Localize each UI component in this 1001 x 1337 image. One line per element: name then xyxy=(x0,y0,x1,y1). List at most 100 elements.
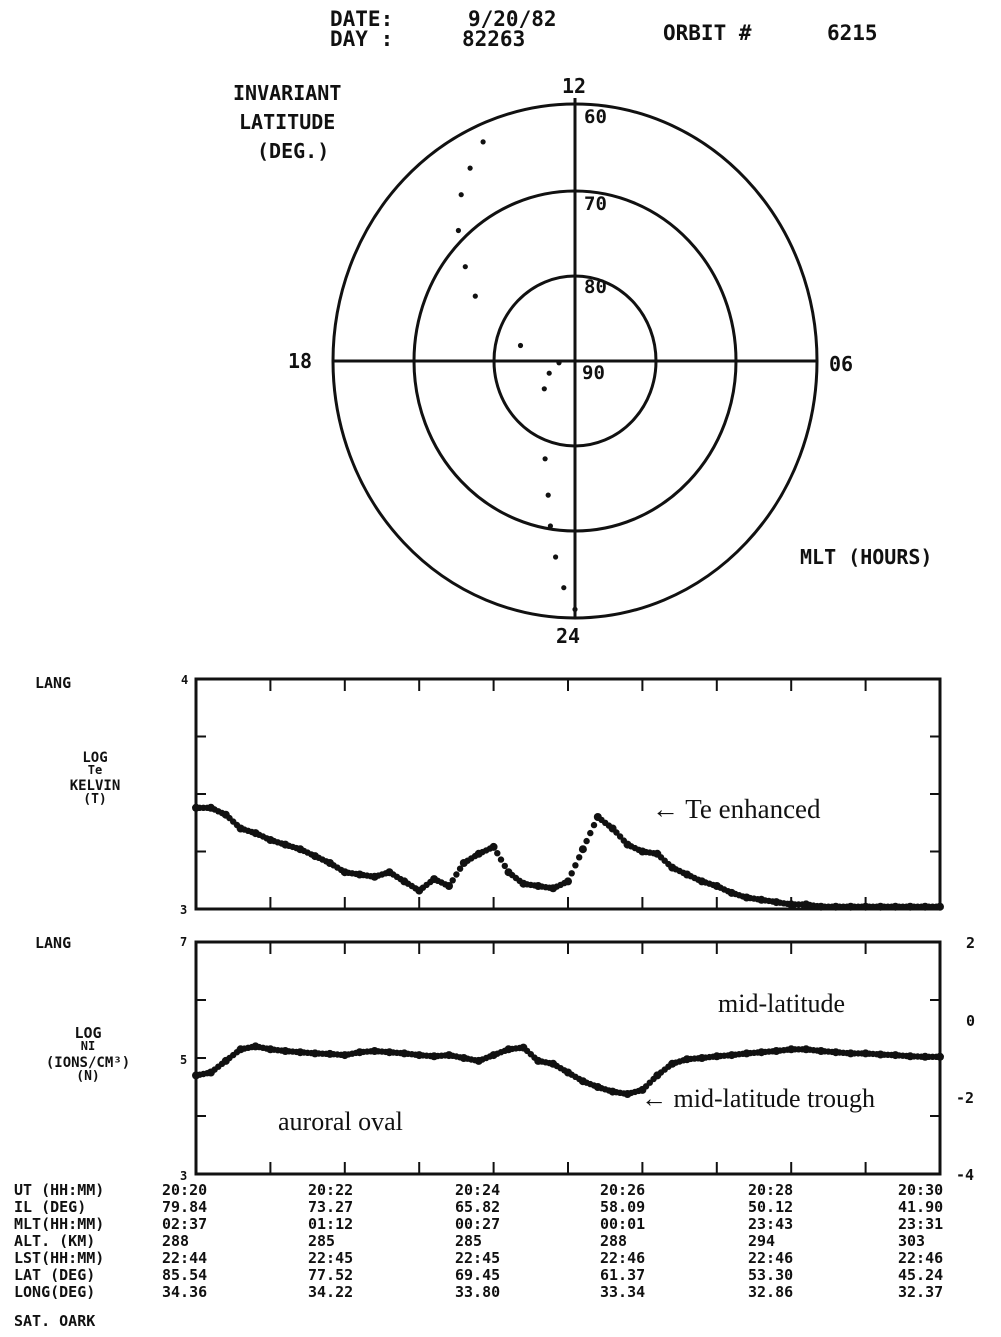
table-cell: 22:45 xyxy=(308,1249,353,1267)
table-cell: 303 xyxy=(898,1232,925,1250)
table-cell: 34.22 xyxy=(308,1283,353,1301)
table-cell: 61.37 xyxy=(600,1266,645,1284)
annotation-trough: ← mid-latitude trough xyxy=(641,1084,875,1113)
polar-track-point xyxy=(517,342,524,349)
polar-track-point xyxy=(541,386,547,392)
ni-ytick-right-neg2: -2 xyxy=(956,1089,974,1107)
day-label: DAY : xyxy=(330,27,393,51)
row-label-ut: UT (HH:MM) xyxy=(14,1181,104,1199)
mlt-axis-label: MLT (HOURS) xyxy=(800,545,932,569)
table-cell: 20:26 xyxy=(600,1181,645,1199)
table-cell: 41.90 xyxy=(898,1198,943,1216)
te-data-point-trace xyxy=(453,871,460,878)
row-label-lst: LST(HH:MM) xyxy=(14,1249,104,1267)
te-data-point-trace xyxy=(590,821,598,829)
te-data-point-trace xyxy=(494,850,501,857)
te-ticks xyxy=(195,678,941,910)
ni-ytick-left-7: 7 xyxy=(180,935,187,949)
polar-track-point xyxy=(572,606,578,613)
table-cell: 20:22 xyxy=(308,1181,353,1199)
ni-plot-frame xyxy=(194,940,942,1176)
ring-label-90: 90 xyxy=(582,362,605,384)
mlt-label-12: 12 xyxy=(562,74,586,98)
day-value: 82263 xyxy=(462,27,525,51)
ni-ytick-right-2: 2 xyxy=(966,934,975,952)
ni-ylabel-line-2: NI xyxy=(81,1039,95,1053)
table-cell: 01:12 xyxy=(308,1215,353,1233)
orbit-value: 6215 xyxy=(827,21,878,45)
ni-ylabel-line-3: (IONS/CM³) xyxy=(46,1055,130,1071)
table-cell: 20:30 xyxy=(898,1181,943,1199)
polar-track-point xyxy=(556,360,562,366)
te-data-point-trace xyxy=(572,862,579,869)
table-cell: 23:43 xyxy=(748,1215,793,1233)
ni-data-point xyxy=(936,1052,944,1061)
table-cell: 20:28 xyxy=(748,1181,793,1199)
table-cell: 85.54 xyxy=(162,1266,207,1284)
table-cell: 22:44 xyxy=(162,1249,207,1267)
row-label-mlt: MLT(HH:MM) xyxy=(14,1215,104,1233)
ni-ylabel-line-4: (N) xyxy=(76,1069,99,1084)
table-cell: 20:24 xyxy=(455,1181,500,1199)
ni-ytick-left-3: 3 xyxy=(180,1169,187,1183)
table-cell: 33.34 xyxy=(600,1283,645,1301)
row-label-alt: ALT. (KM) xyxy=(14,1232,95,1250)
table-cell: 22:46 xyxy=(748,1249,793,1267)
table-cell: 288 xyxy=(600,1232,627,1250)
table-cell: 22:45 xyxy=(455,1249,500,1267)
polar-track-point xyxy=(462,264,468,270)
polar-title-line-1: INVARIANT xyxy=(233,81,341,105)
polar-track-point xyxy=(547,523,554,529)
ni-ytick-left-5: 5 xyxy=(180,1053,187,1067)
te-annotation: ← Te enhanced xyxy=(652,794,821,824)
table-cell: 288 xyxy=(162,1232,189,1250)
te-data-point-trace xyxy=(497,856,505,863)
table-cell: 294 xyxy=(748,1232,775,1250)
polar-track-point xyxy=(542,456,548,462)
table-cell: 58.09 xyxy=(600,1198,645,1216)
polar-track-point xyxy=(561,585,567,591)
te-data-point xyxy=(564,877,572,886)
row-label-il: IL (DEG) xyxy=(14,1198,86,1216)
mlt-label-24: 24 xyxy=(556,624,580,648)
table-cell: 02:37 xyxy=(162,1215,207,1233)
table-footer: SAT. OARK xyxy=(14,1312,95,1330)
te-data-point-trace xyxy=(616,833,624,840)
polar-track-point xyxy=(480,139,486,145)
table-cell: 285 xyxy=(308,1232,335,1250)
polar-plot xyxy=(331,98,819,620)
te-points xyxy=(192,803,944,911)
table-cell: 00:01 xyxy=(600,1215,645,1233)
table-values: 20:20 20:22 20:24 20:26 20:28 20:30 79.84 73.27… xyxy=(162,1181,943,1301)
te-data-point xyxy=(489,842,498,851)
te-plot-frame xyxy=(194,677,942,911)
table-cell: 00:27 xyxy=(455,1215,500,1233)
mlt-label-18: 18 xyxy=(288,349,312,373)
polar-title-line-2: LATITUDE xyxy=(239,110,335,134)
ni-points xyxy=(192,1042,944,1098)
ring-label-60: 60 xyxy=(584,106,607,128)
date-value: 9/20/82 xyxy=(468,7,557,31)
te-ylabel-line-4: (T) xyxy=(83,792,106,807)
te-data-point xyxy=(445,882,453,890)
te-ytick-top: 4 xyxy=(181,673,188,687)
te-ylabel-line-2: Te xyxy=(88,763,102,777)
ni-ytick-right-neg4: -4 xyxy=(956,1166,974,1184)
table-cell: 20:20 xyxy=(162,1181,207,1199)
polar-points xyxy=(455,139,578,613)
date-label: DATE: xyxy=(330,7,393,31)
table-cell: 73.27 xyxy=(308,1198,353,1216)
te-ylabel-line-1: LOG xyxy=(82,750,107,766)
te-data-point xyxy=(936,902,944,911)
table-cell: 32.37 xyxy=(898,1283,943,1301)
table-cell: 32.86 xyxy=(748,1283,793,1301)
data-table: UT (HH:MM) IL (DEG) MLT(HH:MM) ALT. (KM)… xyxy=(14,1181,104,1330)
table-cell: 34.36 xyxy=(162,1283,207,1301)
row-label-long: LONG(DEG) xyxy=(14,1283,95,1301)
ni-source-label: LANG xyxy=(35,934,71,952)
polar-track-point xyxy=(546,370,552,376)
table-cell: 22:46 xyxy=(898,1249,943,1267)
table-cell: 53.30 xyxy=(748,1266,793,1284)
te-data-point xyxy=(578,845,587,854)
